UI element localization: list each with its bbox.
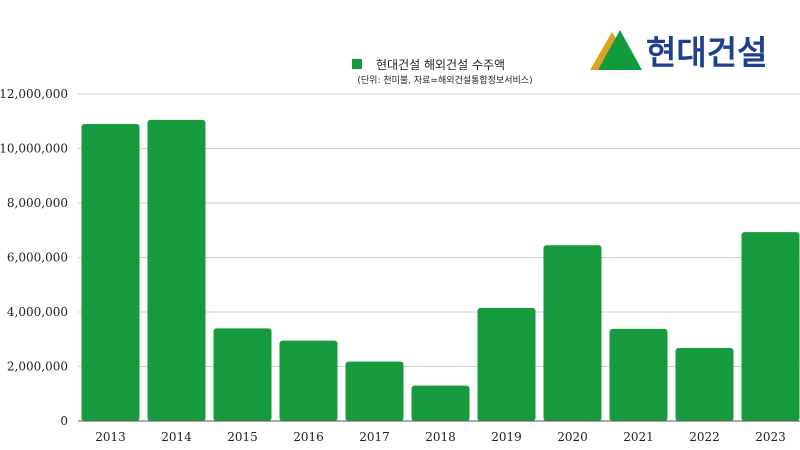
y-tick-label: 8,000,000 <box>7 196 68 210</box>
x-tick-label: 2022 <box>689 430 720 444</box>
x-tick-label: 2013 <box>95 430 126 444</box>
bars <box>81 119 800 421</box>
bar-2023 <box>741 232 800 421</box>
x-tick-label: 2016 <box>293 430 324 444</box>
bar-2019 <box>477 307 536 421</box>
y-tick-label: 6,000,000 <box>7 251 68 265</box>
logo-green-triangle <box>598 30 642 70</box>
x-tick-label: 2017 <box>359 430 390 444</box>
bar-2022 <box>675 347 734 421</box>
logo-wordmark: 현대건설 <box>646 33 767 72</box>
bar-2013 <box>81 123 140 421</box>
bar-2016 <box>279 340 338 421</box>
x-tick-label: 2021 <box>623 430 654 444</box>
bar-2021 <box>609 328 668 421</box>
x-tick-label: 2023 <box>755 430 786 444</box>
y-tick-label: 0 <box>60 414 68 428</box>
y-tick-label: 4,000,000 <box>7 305 68 319</box>
bar-2014 <box>147 119 206 421</box>
company-logo: 현대건설 <box>590 30 767 72</box>
bar-2015 <box>213 328 272 421</box>
x-tick-label: 2019 <box>491 430 522 444</box>
x-tick-label: 2015 <box>227 430 258 444</box>
x-tick-label: 2018 <box>425 430 456 444</box>
legend-swatch <box>352 59 362 69</box>
y-tick-label: 12,000,000 <box>0 87 68 101</box>
bar-2020 <box>543 245 602 421</box>
bar-2017 <box>345 361 404 421</box>
y-tick-label: 10,000,000 <box>0 142 68 156</box>
legend: 현대건설 해외건설 수주액 (단위: 천미불, 자료=해외건설통합정보서비스) <box>352 58 533 86</box>
bar-2018 <box>411 385 470 421</box>
chart-subtitle: (단위: 천미불, 자료=해외건설통합정보서비스) <box>357 74 532 86</box>
x-axis-tick-labels: 2013 2014 2015 2016 2017 2018 2019 2020 2021 2022… <box>95 430 786 444</box>
y-axis-tick-labels: 0 2,000,000 4,000,000 6,000,000 8,000,000 10,… <box>0 87 68 428</box>
x-tick-label: 2014 <box>161 430 192 444</box>
x-tick-label: 2020 <box>557 430 588 444</box>
legend-label: 현대건설 해외건설 수주액 <box>376 58 505 72</box>
y-tick-label: 2,000,000 <box>7 360 68 374</box>
